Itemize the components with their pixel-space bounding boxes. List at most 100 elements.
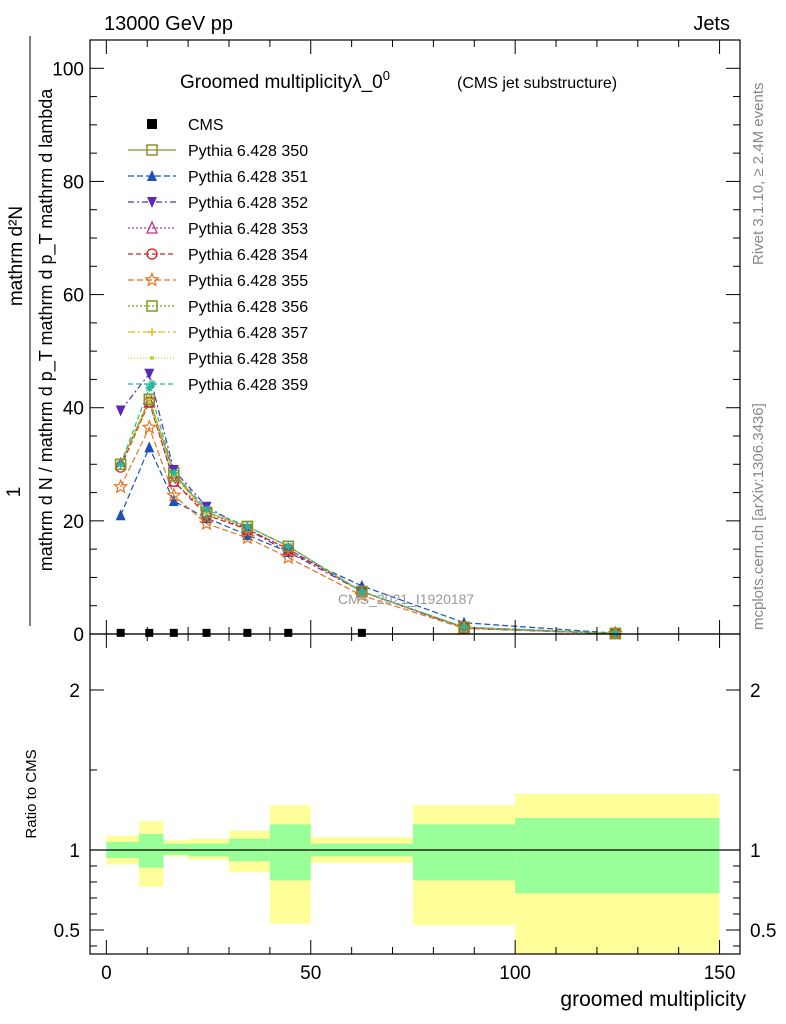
- rivet-label: Rivet 3.1.10, ≥ 2.4M events: [750, 83, 767, 266]
- point-0-5: [284, 628, 293, 637]
- point-9-1: [147, 400, 152, 405]
- mcplots-label: mcplots.cern.ch [arXiv:1306.3436]: [750, 403, 767, 630]
- legend-marker-3: [147, 197, 157, 208]
- point-2-1: [144, 441, 155, 453]
- legend-marker-7: [146, 300, 158, 312]
- point-7-0: [114, 458, 127, 471]
- xtick-label: 100: [499, 963, 531, 984]
- legend-label-9: Pythia 6.428 358: [188, 351, 308, 368]
- legend-label-1: Pythia 6.428 350: [188, 143, 308, 160]
- band-inner-8: [515, 818, 720, 894]
- point-6-3: [198, 515, 215, 531]
- ratio-ytick-label: 2: [69, 681, 80, 702]
- legend-label-10: Pythia 6.428 359: [188, 377, 308, 394]
- header-right: Jets: [693, 13, 730, 35]
- point-10-5: [284, 542, 293, 551]
- point-0-2: [169, 628, 178, 637]
- xtick-label: 50: [300, 963, 321, 984]
- point-0-3: [202, 628, 211, 637]
- point-10-3: [202, 505, 211, 514]
- ytick-label: 40: [63, 399, 84, 420]
- point-10-0: [116, 460, 125, 469]
- point-7-4: [241, 520, 254, 533]
- point-10-4: [243, 522, 252, 531]
- ytick-label: 80: [63, 172, 84, 193]
- legend-marker-9: [150, 356, 154, 360]
- ylabel-bottom: mathrm d N / mathrm d p_T mathrm d p_T m…: [36, 88, 57, 571]
- point-0-6: [357, 628, 366, 637]
- point-3-1: [144, 368, 155, 380]
- point-6-5: [280, 549, 297, 565]
- point-6-2: [166, 487, 182, 502]
- point-6-0: [113, 478, 129, 494]
- legend-marker-0: [147, 119, 157, 129]
- point-7-7: [458, 621, 470, 633]
- point-2-2: [168, 495, 179, 507]
- point-7-5: [282, 540, 295, 553]
- ratio-ytick-label-right: 1: [750, 841, 761, 862]
- band-inner-2: [163, 843, 189, 855]
- header-left: 13000 GeV pp: [104, 13, 233, 35]
- main-y-axis-label: mathrm d²N 1 mathrm d N / mathrm d p_T m…: [4, 36, 57, 626]
- legend-label-7: Pythia 6.428 356: [188, 299, 308, 316]
- ylabel-numerator: mathrm d²N: [6, 206, 27, 306]
- legend-label-2: Pythia 6.428 351: [188, 169, 308, 186]
- ratio-ytick-label-right: 0.5: [750, 921, 776, 942]
- ratio-frame: [89, 633, 741, 955]
- ytick-label: 20: [63, 512, 84, 533]
- point-0-1: [145, 628, 154, 637]
- main-subtitle: (CMS jet substructure): [457, 75, 617, 92]
- point-10-1: [145, 383, 154, 392]
- ratio-ylabel: Ratio to CMS: [23, 749, 40, 838]
- ytick-label: 0: [73, 625, 84, 646]
- point-10-7: [460, 623, 469, 632]
- series-line-2: [120, 445, 616, 634]
- main-title: Groomed multiplicityλ_00: [180, 68, 390, 93]
- point-6-1: [141, 419, 157, 435]
- legend: CMS Pythia 6.428 350 Pythia 6.428 351 Pythi…: [128, 117, 308, 394]
- ratio-ytick-label-right: 2: [750, 681, 761, 702]
- ratio-axis-ticks: 0.5 0.5 1 1 2 2 0 50 100 150: [54, 634, 776, 984]
- point-7-6: [356, 585, 368, 598]
- legend-marker-1: [146, 144, 158, 156]
- ratio-ytick-label: 1: [69, 841, 80, 862]
- x-axis-label: groomed multiplicity: [560, 988, 746, 1011]
- point-0-0: [116, 628, 125, 637]
- point-10-6: [357, 587, 366, 596]
- ytick-label: 60: [63, 286, 84, 307]
- legend-label-0: CMS: [188, 117, 224, 134]
- point-10-2: [169, 468, 178, 477]
- watermark: CMS_2021_I1920187: [338, 591, 474, 607]
- xtick-label: 150: [704, 963, 736, 984]
- legend-marker-2: [147, 170, 157, 181]
- legend-marker-10: [148, 380, 156, 388]
- ratio-plot: 0.5 0.5 1 1 2 2 0 50 100 150 Ratio to CMS groomed…: [23, 633, 776, 1011]
- xtick-label: 0: [101, 963, 112, 984]
- legend-marker-4: [145, 220, 159, 234]
- ylabel-top: 1: [4, 487, 25, 498]
- series-line-6: [120, 425, 616, 635]
- point-2-0: [115, 509, 126, 521]
- point-6-4: [239, 529, 256, 545]
- ratio-ytick-label: 0.5: [54, 921, 80, 942]
- point-7-1: [143, 393, 156, 405]
- legend-marker-5: [146, 248, 158, 260]
- legend-label-6: Pythia 6.428 355: [188, 273, 308, 290]
- ratio-bands: [106, 794, 720, 954]
- main-axis-ticks: 0 20 40 60 80 100: [52, 39, 740, 646]
- series-line-7: [120, 397, 616, 634]
- legend-label-8: Pythia 6.428 357: [188, 325, 308, 342]
- series-line-10: [120, 385, 616, 634]
- legend-label-4: Pythia 6.428 353: [188, 221, 308, 238]
- legend-marker-8: [148, 328, 156, 336]
- band-inner-1: [139, 834, 164, 868]
- main-plot: 0 20 40 60 80 100 Groomed multiplicityλ_00 (C…: [4, 36, 741, 646]
- band-inner-5: [269, 824, 311, 881]
- legend-label-5: Pythia 6.428 354: [188, 247, 308, 264]
- legend-label-3: Pythia 6.428 352: [188, 195, 308, 212]
- legend-marker-6: [144, 271, 160, 287]
- band-inner-7: [412, 824, 516, 881]
- point-3-0: [115, 405, 126, 417]
- point-0-4: [243, 628, 252, 637]
